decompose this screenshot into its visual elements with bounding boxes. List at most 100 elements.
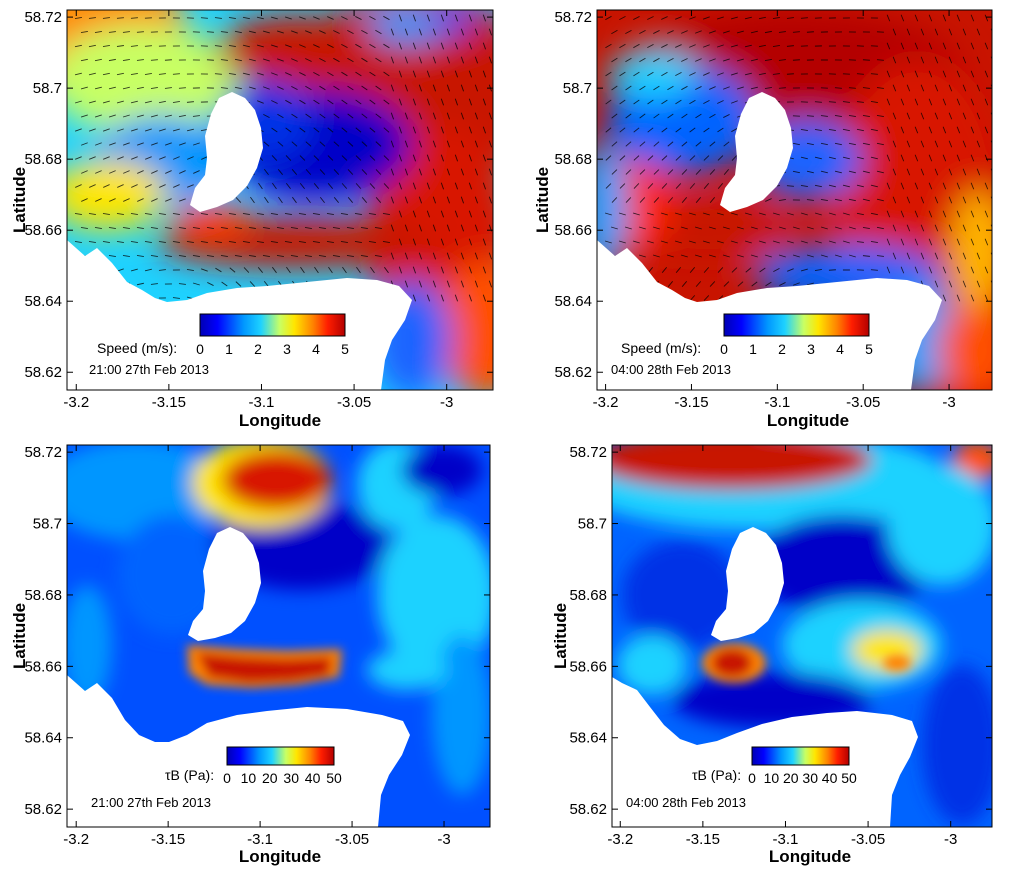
velocity-vector xyxy=(312,213,320,215)
velocity-vector xyxy=(856,156,864,160)
velocity-vector xyxy=(130,128,138,132)
velocity-vector xyxy=(661,267,668,273)
velocity-vector xyxy=(744,16,752,20)
velocity-vector xyxy=(390,196,395,204)
velocity-vector xyxy=(354,213,362,215)
velocity-vector xyxy=(187,156,194,160)
colorbar-tick-label: 40 xyxy=(305,770,321,786)
velocity-vector xyxy=(355,183,362,189)
velocity-vector xyxy=(778,226,786,230)
velocity-vector xyxy=(667,113,674,119)
x-tick-label: -3 xyxy=(437,831,450,848)
velocity-vector xyxy=(404,168,409,176)
y-tick-label: 58.64 xyxy=(554,293,592,310)
velocity-vector xyxy=(856,128,864,132)
velocity-vector xyxy=(271,100,278,104)
velocity-vector xyxy=(667,58,674,62)
velocity-vector xyxy=(122,227,130,229)
velocity-vector xyxy=(619,71,626,77)
velocity-vector xyxy=(228,213,236,215)
velocity-vector xyxy=(870,101,878,103)
velocity-vector xyxy=(962,196,967,204)
velocity-vector xyxy=(934,84,939,92)
velocity-vector xyxy=(103,184,110,188)
velocity-vector xyxy=(970,70,975,78)
velocity-vector xyxy=(731,267,738,273)
velocity-vector xyxy=(355,16,362,20)
velocity-vector xyxy=(299,72,306,76)
velocity-vector xyxy=(432,280,437,288)
velocity-vector xyxy=(432,196,437,204)
y-tick-label: 58.7 xyxy=(33,516,62,533)
velocity-vector xyxy=(605,43,612,49)
velocity-vector xyxy=(862,198,870,202)
velocity-vector xyxy=(800,17,808,19)
velocity-vector xyxy=(305,141,312,147)
velocity-vector xyxy=(178,198,186,202)
velocity-vector xyxy=(928,42,933,50)
velocity-vector xyxy=(482,238,487,246)
x-axis-ticks: -3.2 -3.15 -3.1 -3.05 -3 xyxy=(593,10,956,411)
velocity-vector xyxy=(361,113,368,119)
velocity-vector xyxy=(970,210,975,218)
velocity-vector xyxy=(165,170,172,174)
velocity-vector xyxy=(108,86,116,90)
velocity-vector xyxy=(820,198,828,202)
velocity-vector xyxy=(948,252,953,260)
velocity-vector xyxy=(412,98,417,106)
velocity-vector xyxy=(404,196,409,204)
velocity-vector xyxy=(341,155,348,161)
velocity-vector xyxy=(694,226,702,230)
velocity-vector xyxy=(242,72,250,76)
velocity-vector xyxy=(652,226,660,230)
y-axis-title: Latitude xyxy=(551,603,570,669)
velocity-vector xyxy=(675,267,682,273)
velocity-vector xyxy=(123,198,130,202)
velocity-vector xyxy=(242,16,250,20)
velocity-vector xyxy=(355,71,362,77)
velocity-vector xyxy=(74,17,82,19)
velocity-vector xyxy=(333,30,340,34)
velocity-vector xyxy=(313,99,320,105)
velocity-vector xyxy=(689,295,696,301)
velocity-vector xyxy=(263,114,270,118)
velocity-vector xyxy=(605,71,612,77)
velocity-vector xyxy=(717,267,724,273)
velocity-vector xyxy=(792,226,800,230)
velocity-vector xyxy=(278,196,283,204)
velocity-vector xyxy=(984,126,989,134)
velocity-vector xyxy=(214,73,222,75)
x-tick-label: -3.1 xyxy=(249,394,275,411)
y-tick-label: 58.62 xyxy=(569,801,607,818)
velocity-vector xyxy=(474,112,479,120)
velocity-vector xyxy=(102,100,110,104)
velocity-vector xyxy=(956,238,961,246)
velocity-vector xyxy=(262,58,270,62)
velocity-vector xyxy=(390,84,395,92)
velocity-vector xyxy=(383,43,390,49)
velocity-vector xyxy=(876,87,884,89)
velocity-vector xyxy=(130,268,138,272)
velocity-vector xyxy=(934,224,939,232)
velocity-vector xyxy=(432,224,437,232)
velocity-vector xyxy=(625,85,632,91)
velocity-vector xyxy=(689,183,696,189)
velocity-vector xyxy=(474,28,479,36)
velocity-vector xyxy=(856,212,864,216)
velocity-vector xyxy=(694,254,702,258)
velocity-vector xyxy=(326,241,334,243)
colorbar-tick-label: 4 xyxy=(312,341,320,357)
velocity-vector xyxy=(934,140,939,148)
velocity-vector xyxy=(778,59,786,61)
velocity-vector xyxy=(256,241,264,243)
velocity-vector xyxy=(876,255,884,257)
y-tick-label: 58.7 xyxy=(33,80,62,97)
velocity-vector xyxy=(172,241,180,243)
velocity-vector xyxy=(605,183,612,189)
y-tick-label: 58.64 xyxy=(24,293,62,310)
velocity-vector xyxy=(906,112,911,120)
velocity-vector xyxy=(666,226,674,230)
velocity-vector xyxy=(368,213,376,215)
velocity-vector xyxy=(263,168,269,176)
velocity-vector xyxy=(355,127,362,133)
